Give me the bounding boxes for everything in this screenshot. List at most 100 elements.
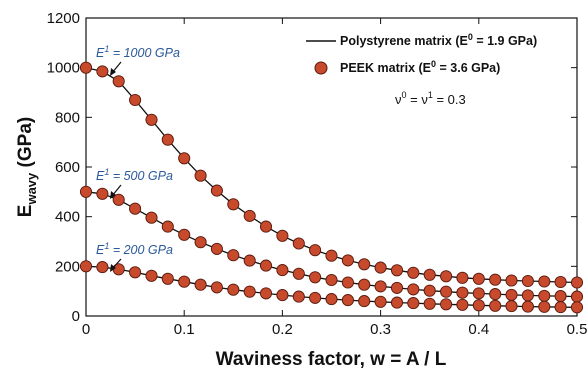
data-point-200 [472,299,485,312]
poisson-ratio-note: ν0 = ν1 = 0.3 [395,90,466,107]
data-point-200 [145,269,158,282]
data-point-1000 [194,169,207,182]
annotation-200-e: E [96,243,105,257]
data-point-200 [505,300,518,313]
data-point-1000 [358,258,371,271]
data-point-500 [210,242,223,255]
data-point-500 [309,271,322,284]
data-point-1000 [374,261,387,274]
legend: Polystyrene matrix (E0 = 1.9 GPa) PEEK m… [306,32,537,75]
data-point-500 [325,273,338,287]
data-point-200 [292,290,305,303]
annotation-200-sup: 1 [104,241,109,251]
data-point-200 [456,298,469,311]
data-point-500 [112,193,125,206]
annotation-200-arrowhead [110,264,116,272]
data-point-1000 [341,254,354,267]
x-axis-title: Waviness factor, w = A / L [216,349,447,370]
data-point-1000 [227,198,240,211]
data-point-500 [243,254,256,267]
data-point-1000 [554,275,567,289]
annotation-500-value: = 500 GPa [109,169,173,183]
data-point-500 [178,228,191,241]
data-point-200 [79,260,93,273]
nu-sup-0: 0 [402,90,407,100]
data-point-200 [374,295,387,308]
legend-peek-tail: = 3.6 GPa) [436,61,500,75]
data-point-500 [505,288,518,301]
data-point-500 [570,290,584,303]
data-point-200 [341,294,354,307]
data-point-500 [521,289,534,302]
data-point-500 [407,283,420,296]
annotation-1000-arrowhead [110,68,116,76]
data-point-1000 [521,274,534,288]
data-point-1000 [390,264,404,277]
data-point-200 [538,300,551,313]
data-point-500 [472,287,485,300]
data-point-200 [259,287,273,300]
data-point-500 [227,249,240,262]
annotation-200: E1 = 200 GPa [96,241,173,272]
annotation-1000-label: E1 = 1000 GPa [96,44,180,60]
data-point-200 [440,298,453,311]
data-point-200 [521,300,534,313]
x-tick-label: 0.1 [174,321,195,338]
y-axis-title: Ewavy (GPa) [15,117,39,217]
data-point-1000 [276,229,289,242]
annotation-1000-e: E [96,46,105,60]
data-point-200 [570,301,584,314]
annotation-1000-value: = 1000 GPa [109,46,180,60]
data-point-200 [276,289,289,302]
x-tick-label: 0.3 [370,321,391,338]
y-tick-label: 0 [72,308,80,325]
data-point-500 [292,267,305,280]
legend-marker-swatch [314,61,328,75]
legend-polystyrene-tail: = 1.9 GPa) [473,34,537,48]
y-tick-label: 600 [55,159,80,176]
data-point-1000 [407,266,420,279]
data-point-1000 [210,184,223,197]
annotation-1000: E1 = 1000 GPa [96,44,180,76]
annotation-500-e: E [96,169,105,183]
data-point-1000 [440,270,453,283]
annotation-1000-sup: 1 [104,44,109,54]
data-point-200 [129,266,142,279]
data-point-1000 [243,209,256,222]
annotation-200-label: E1 = 200 GPa [96,241,173,257]
data-point-1000 [472,272,485,285]
data-point-1000 [570,276,584,289]
data-point-1000 [161,133,174,146]
data-point-1000 [79,61,93,74]
x-tick-label: 0.5 [567,321,588,338]
data-point-1000 [505,274,518,287]
data-point-1000 [325,249,338,262]
x-tick-label: 0.4 [468,321,489,338]
data-point-500 [374,280,387,293]
data-point-200 [390,296,404,309]
y-axis-title-unit: (GPa) [15,117,36,173]
data-point-1000 [178,152,191,165]
data-point-200 [407,297,420,310]
y-axis-title-main: E [15,205,36,218]
data-point-500 [161,220,174,233]
data-point-200 [309,291,322,304]
annotation-500-label: E1 = 500 GPa [96,167,173,183]
data-point-500 [79,185,93,198]
annotation-200-value: = 200 GPa [109,243,173,257]
data-point-500 [489,288,502,301]
y-tick-label: 200 [55,258,80,275]
series-curves [85,67,578,308]
x-tick-label: 0.2 [272,321,293,338]
data-point-500 [456,286,469,299]
data-point-500 [259,259,273,272]
data-point-200 [554,301,567,314]
data-point-500 [390,281,404,294]
legend-polystyrene-label: Polystyrene matrix (E [340,34,468,48]
data-point-200 [178,275,191,288]
data-point-1000 [456,271,469,284]
data-point-200 [210,281,223,294]
y-tick-label: 400 [55,209,80,226]
legend-peek-label: PEEK matrix (E [340,61,431,75]
